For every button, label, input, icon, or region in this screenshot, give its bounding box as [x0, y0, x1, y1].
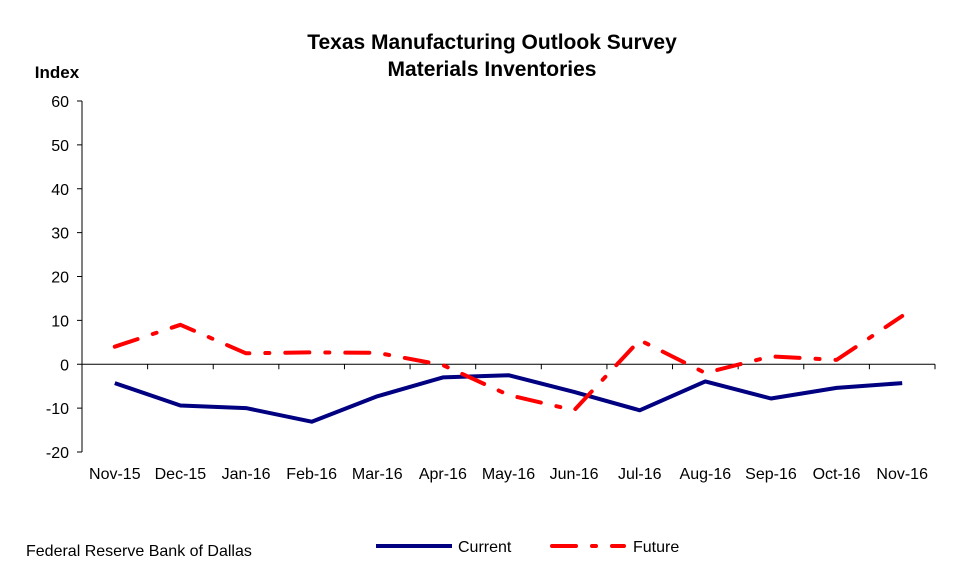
source-note: Federal Reserve Bank of Dallas — [26, 543, 252, 560]
x-tick-label: Sep-16 — [745, 466, 797, 483]
y-tick-label: 50 — [51, 138, 69, 155]
chart-subtitle: Materials Inventories — [388, 58, 597, 81]
x-tick-label: Apr-16 — [419, 466, 467, 483]
y-axis-label: Index — [35, 63, 80, 82]
y-tick-label: 40 — [51, 182, 69, 199]
x-tick-label: Aug-16 — [680, 466, 732, 483]
series-line-current — [114, 373, 903, 424]
legend: Current Future — [376, 539, 679, 556]
y-tick-label: 0 — [60, 357, 69, 374]
legend-label-future: Future — [633, 539, 679, 556]
series-line-future — [112, 314, 905, 413]
x-tick-label: Jul-16 — [618, 466, 662, 483]
y-tick-label: 30 — [51, 226, 69, 243]
x-tick-label: Jun-16 — [550, 466, 599, 483]
x-tick-label: Jan-16 — [222, 466, 271, 483]
x-tick-label: Dec-15 — [155, 466, 207, 483]
legend-label-current: Current — [458, 539, 512, 556]
x-tick-label: Nov-16 — [876, 466, 928, 483]
x-tick-label: Oct-16 — [813, 466, 861, 483]
x-tick-label: Nov-15 — [89, 466, 141, 483]
x-tick-label: Feb-16 — [286, 466, 337, 483]
y-tick-label: 10 — [51, 313, 69, 330]
x-tick-label: Mar-16 — [352, 466, 403, 483]
y-tick-label: 20 — [51, 270, 69, 287]
y-tick-label: -10 — [46, 401, 69, 418]
y-tick-label: 60 — [51, 94, 69, 111]
chart-title: Texas Manufacturing Outlook Survey — [307, 31, 677, 54]
axes: -20 -10 0 10 20 30 40 50 60 Nov-15 Dec-15 Jan-16 Feb… — [46, 94, 936, 483]
x-tick-label: May-16 — [482, 466, 535, 483]
series-lines — [112, 314, 905, 424]
y-tick-label: -20 — [46, 445, 69, 462]
